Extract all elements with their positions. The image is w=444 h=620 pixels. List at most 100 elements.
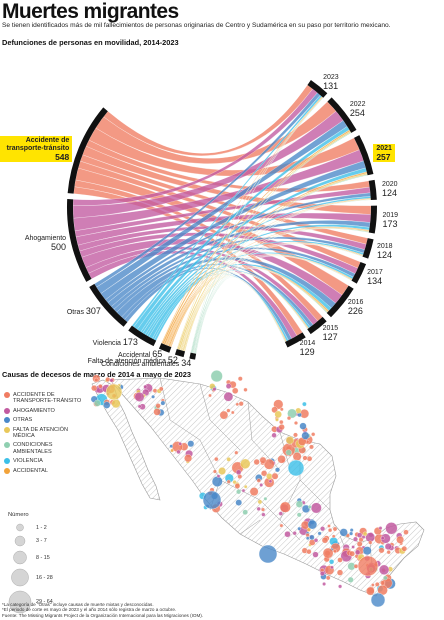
- cause-label: Otras 307: [67, 306, 101, 317]
- map-dot: [322, 582, 326, 586]
- map-dot: [370, 592, 386, 608]
- label-value: 254: [349, 108, 365, 119]
- map-dot: [103, 401, 111, 409]
- map-dot: [279, 523, 284, 528]
- legend-label: Accidental: [13, 467, 49, 474]
- map-dot: [212, 469, 217, 474]
- map-dot: [225, 383, 232, 389]
- cause-label: Falta de atención médica 52: [88, 355, 178, 366]
- map-dot: [319, 571, 325, 576]
- map-dot: [242, 509, 248, 515]
- map-dot: [339, 528, 348, 537]
- map-dot: [184, 454, 193, 463]
- map-dot: [153, 408, 161, 416]
- size-class-label: 8 - 15: [36, 554, 50, 561]
- label-text: 2020: [382, 181, 398, 189]
- size-circle: [13, 550, 27, 565]
- label-value: 127: [322, 331, 338, 342]
- map-dot: [374, 582, 380, 587]
- size-class-label: 29 - 64: [36, 599, 53, 605]
- year-arc: [362, 238, 374, 259]
- map-dot: [268, 479, 273, 484]
- legend-label: Falta de atención médica: [13, 426, 69, 440]
- map-dot: [91, 385, 98, 392]
- map-dot: [277, 455, 286, 464]
- footnote-3: Fuente: The Missing Migrants Project de …: [2, 612, 204, 618]
- map-dot: [322, 547, 334, 559]
- map-dot: [158, 386, 164, 392]
- map-dot: [353, 536, 358, 542]
- map-dot: [294, 421, 298, 425]
- size-circle: [14, 535, 26, 547]
- size-circle: [11, 568, 29, 587]
- map-dot: [234, 450, 239, 455]
- year-label: 2022 254: [349, 101, 366, 119]
- map-dot: [349, 550, 355, 557]
- map-dot: [266, 473, 273, 480]
- map-dot: [301, 431, 310, 440]
- map-dot: [305, 533, 310, 538]
- year-label: 2014 129: [299, 340, 316, 357]
- map-dot: [143, 384, 148, 389]
- cause-label: Accidental 65: [118, 350, 162, 360]
- map-dot: [243, 387, 248, 392]
- legend-swatch-icon: [4, 392, 10, 398]
- map-dot: [105, 383, 123, 401]
- map-dot: [327, 524, 331, 528]
- map-legend: Accidente de transporte-tránsito Ahogamie…: [4, 392, 84, 477]
- map-dot: [109, 378, 114, 383]
- page-title: Muertes migrantes: [2, 0, 179, 23]
- map-dot: [111, 399, 121, 409]
- map-dot: [332, 526, 338, 532]
- label-value: 500: [51, 241, 67, 252]
- label-text: 2014: [299, 340, 316, 348]
- map-dot: [219, 410, 229, 420]
- year-arc: [326, 285, 354, 318]
- footnote-1: *La categoría de "Otras" incluye causas …: [2, 602, 154, 607]
- year-label: 2017 134: [367, 269, 383, 286]
- map-dot: [312, 551, 319, 558]
- map-dot: [258, 544, 278, 564]
- map-dot: [325, 575, 331, 581]
- map-dot: [212, 387, 217, 392]
- map-dot: [299, 422, 307, 430]
- map-dot: [223, 391, 234, 402]
- legend-swatch-icon: [4, 458, 10, 465]
- map-dot: [93, 399, 101, 407]
- map-dot: [169, 444, 173, 448]
- map-dot: [216, 474, 221, 478]
- map-dot: [286, 416, 292, 421]
- map-dot: [357, 555, 379, 577]
- map-dot: [309, 534, 315, 541]
- legend-item: Falta de atención médica: [4, 426, 84, 440]
- map-dot: [337, 557, 343, 563]
- map-dot: [226, 457, 231, 462]
- label-text: Accidental: [117, 352, 151, 360]
- label-text: 2019: [382, 212, 399, 220]
- cause-label: Violencia 173: [93, 338, 138, 348]
- map-dot: [263, 496, 268, 501]
- map-dot: [313, 538, 319, 543]
- map-dot: [275, 467, 280, 473]
- map-dot: [253, 458, 260, 466]
- map-dot: [307, 519, 318, 530]
- map-dot: [261, 512, 266, 517]
- label-value: 173: [382, 219, 398, 230]
- label-text: 2015: [322, 324, 339, 332]
- subtitle: Se tienen identificados más de mil falle…: [2, 22, 391, 29]
- label-value: 124: [376, 249, 392, 260]
- legend-item: Condiciones ambientales: [4, 442, 84, 455]
- cause-label: Condiciones ambientales 34: [101, 359, 191, 369]
- map-dot: [329, 559, 335, 565]
- year-arc: [307, 316, 327, 335]
- year-arc: [351, 261, 367, 284]
- map-dot: [380, 536, 385, 541]
- map-dot: [309, 444, 314, 450]
- map-dot: [305, 536, 310, 540]
- cause-arc: [174, 348, 186, 358]
- label-text: 2021: [376, 145, 392, 153]
- year-label: 2021 257: [373, 144, 395, 163]
- cause-arc: [89, 283, 128, 327]
- map-dot: [160, 400, 166, 406]
